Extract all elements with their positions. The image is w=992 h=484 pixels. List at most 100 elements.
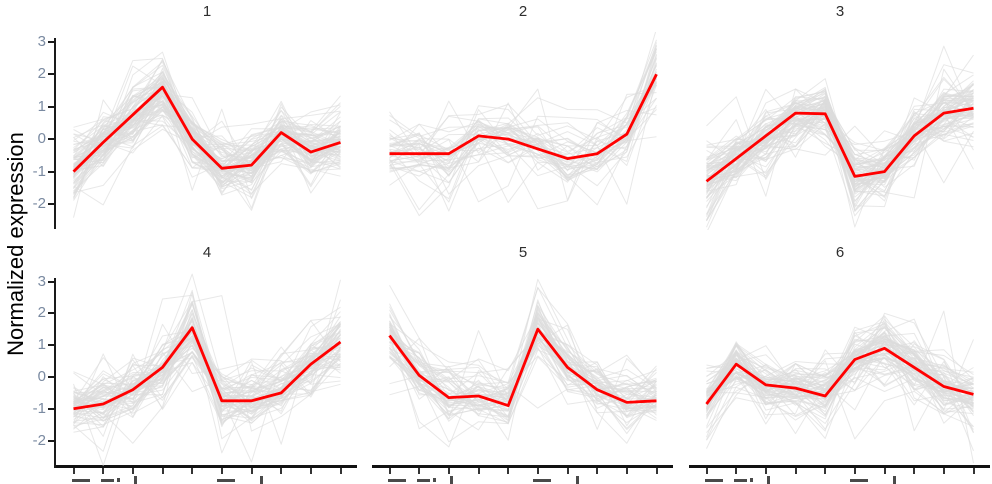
y-tick-label: 0 [37, 130, 46, 148]
facet-panel-4 [73, 273, 342, 466]
y-tick-mark [48, 407, 55, 410]
y-tick-label: 2 [37, 304, 46, 322]
x-tick-label-clipped [217, 479, 235, 482]
member-line [73, 292, 341, 463]
facet-title-5: 5 [518, 244, 528, 261]
member-line [389, 57, 657, 178]
x-tick-label-clipped [101, 479, 114, 482]
member-line [706, 321, 974, 401]
x-tick-mark [853, 468, 856, 474]
member-line [389, 111, 657, 203]
x-tick-mark [536, 468, 539, 474]
facet-title-6: 6 [835, 244, 845, 261]
member-line [73, 96, 341, 167]
x-tick-mark [972, 468, 975, 474]
facet-title-2: 2 [518, 3, 528, 20]
x-tick-mark [566, 468, 569, 474]
y-tick-label: -2 [32, 431, 46, 449]
y-tick-label: 3 [37, 32, 46, 50]
x-tick-mark [191, 468, 194, 474]
y-tick-label: 0 [37, 368, 46, 385]
y-axis-line-row2 [54, 278, 56, 468]
member-line [706, 333, 974, 439]
x-tick-label-clipped [850, 479, 868, 482]
centroid-line [705, 106, 974, 183]
x-tick-label-clipped [433, 478, 436, 482]
x-tick-mark [625, 468, 628, 474]
x-axis-line-facet5 [372, 465, 673, 468]
facet-title-3: 3 [835, 3, 845, 20]
x-tick-label-clipped [893, 476, 896, 484]
member-line [706, 78, 974, 211]
member-line [73, 350, 341, 424]
x-tick-mark [507, 468, 510, 474]
x-tick-label-clipped [450, 476, 453, 484]
x-tick-label-clipped [734, 479, 747, 482]
x-tick-mark [102, 468, 105, 474]
x-tick-mark [764, 468, 767, 474]
facet-panel-6 [705, 310, 974, 464]
x-tick-mark [883, 468, 886, 474]
y-tick-mark [48, 344, 55, 347]
x-tick-mark [705, 468, 708, 474]
member-line [389, 107, 657, 170]
y-tick-mark [48, 73, 55, 76]
member-line [706, 332, 974, 408]
x-tick-mark [655, 468, 658, 474]
y-tick-mark [48, 312, 55, 315]
y-tick-label: -1 [32, 399, 46, 417]
y-tick-label: -2 [32, 195, 46, 212]
x-tick-label-clipped [260, 476, 263, 484]
y-tick-label: -1 [32, 162, 46, 180]
x-tick-mark [596, 468, 599, 474]
facet-title-4: 4 [202, 244, 212, 261]
member-line [73, 108, 341, 168]
x-tick-mark [309, 468, 312, 474]
centroid-line [705, 346, 974, 405]
member-line [73, 323, 341, 445]
y-tick-mark [48, 376, 55, 378]
y-tick-mark [48, 138, 55, 141]
x-tick-mark [735, 468, 738, 474]
member-line [73, 335, 341, 426]
x-tick-label-clipped [533, 479, 551, 482]
centroid-line [388, 327, 657, 408]
member-line [73, 82, 341, 180]
x-tick-label-clipped [388, 479, 406, 482]
member-line [73, 116, 341, 178]
y-tick-mark [48, 105, 55, 108]
x-tick-label-clipped [750, 478, 753, 482]
x-tick-mark [161, 468, 164, 474]
facet-panel-1 [72, 51, 341, 218]
x-tick-label-clipped [767, 476, 770, 484]
member-line [389, 100, 657, 172]
y-tick-label: 1 [37, 336, 46, 354]
x-tick-label-clipped [705, 479, 723, 482]
y-tick-mark [48, 280, 55, 283]
member-line [389, 332, 657, 417]
member-line [389, 344, 657, 443]
member-line [389, 299, 657, 422]
x-tick-label-clipped [134, 476, 137, 484]
x-tick-label-clipped [417, 479, 430, 482]
member-line [389, 105, 657, 181]
member-line [706, 349, 974, 435]
member-line [706, 310, 974, 464]
x-tick-mark [477, 468, 480, 474]
x-axis-line-facet6 [689, 465, 990, 468]
x-tick-mark [220, 468, 223, 474]
member-line [73, 57, 341, 200]
centroid-line [72, 85, 341, 173]
y-tick-mark [48, 439, 55, 442]
member-line [73, 95, 341, 206]
y-tick-mark [48, 170, 55, 173]
member-line [706, 97, 974, 199]
x-tick-label-clipped [117, 478, 120, 482]
x-tick-mark [250, 468, 253, 474]
member-line [389, 313, 657, 398]
member-line [73, 320, 341, 416]
x-tick-mark [794, 468, 797, 474]
member-line [389, 84, 657, 212]
facet-panel-3 [705, 45, 974, 230]
